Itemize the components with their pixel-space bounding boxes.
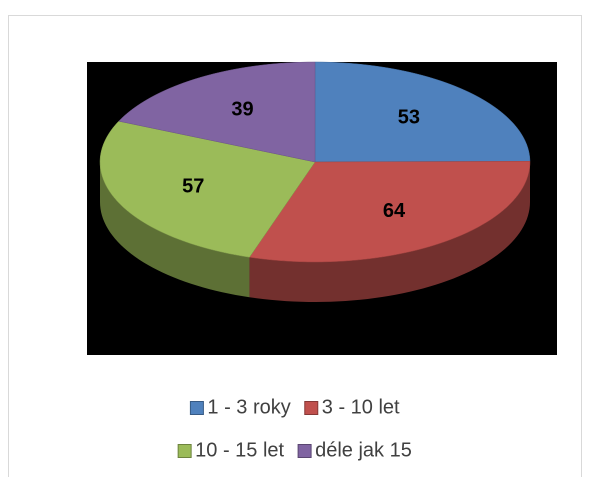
slice: [314, 61, 531, 163]
data-label: 39: [231, 98, 253, 120]
legend-swatch: [304, 401, 319, 415]
legend: 1 - 3 roky 3 - 10 let 10 - 15 let déle jak …: [177, 396, 412, 461]
slice: [118, 61, 316, 163]
legend-label: déle jak 15: [315, 439, 412, 461]
legend-swatch: [177, 444, 192, 458]
slice: [249, 161, 531, 263]
slice: [99, 120, 316, 258]
data-label: 57: [182, 176, 204, 198]
slice-side: [249, 162, 530, 302]
data-label: 64: [383, 200, 406, 222]
legend-swatch: [189, 401, 204, 415]
legend-swatch: [297, 444, 312, 458]
pie: 53 64 57 39: [99, 61, 531, 302]
legend-label: 10 - 15 let: [195, 439, 284, 461]
legend-label: 3 - 10 let: [322, 396, 400, 418]
slice-side: [100, 162, 250, 298]
legend-label: 1 - 3 roky: [207, 396, 290, 418]
data-label: 53: [398, 106, 420, 128]
